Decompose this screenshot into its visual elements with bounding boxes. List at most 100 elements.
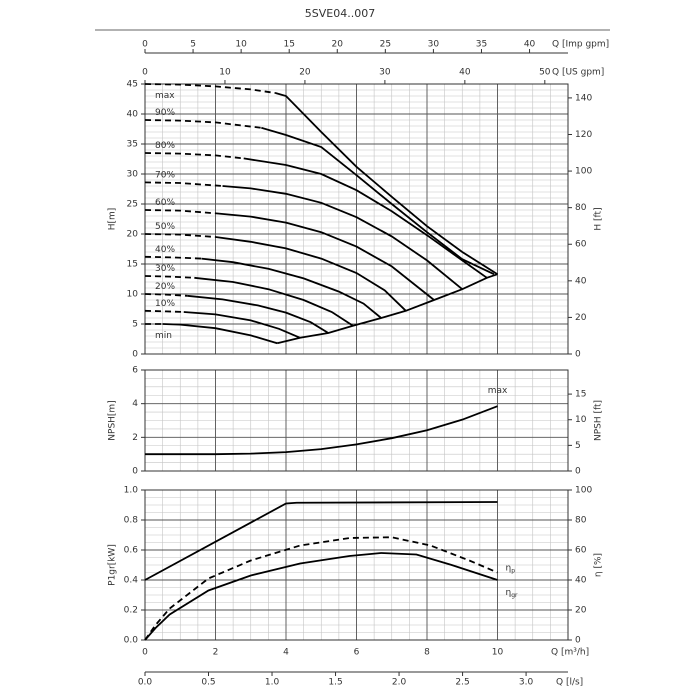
y-tick-label: 5 bbox=[132, 320, 138, 330]
y2-tick-label: 20 bbox=[575, 313, 587, 323]
curve bbox=[187, 294, 329, 334]
curve bbox=[144, 83, 276, 94]
top-axis-tick-label: 50 bbox=[539, 68, 551, 78]
y2-tick-label: 10 bbox=[575, 415, 587, 425]
y-axis-label: P1gr[kW] bbox=[108, 544, 118, 586]
series-label-name: 90% bbox=[155, 108, 175, 118]
bottom-axis-tick-label: 0.5 bbox=[201, 678, 215, 688]
curve bbox=[144, 152, 244, 160]
series-label: 20% bbox=[155, 282, 175, 292]
series-label-subscript: p bbox=[511, 567, 515, 574]
y-tick-label: 0.6 bbox=[124, 546, 139, 556]
y2-tick-label: 80 bbox=[575, 516, 587, 526]
series-label-name: 60% bbox=[155, 198, 175, 208]
series-label-name: η bbox=[506, 563, 512, 573]
series-label: ηp bbox=[506, 563, 516, 574]
x-axis-label: Q [m³/h] bbox=[551, 648, 589, 658]
top-axis-tick-label: 20 bbox=[299, 68, 311, 78]
y2-tick-label: 120 bbox=[575, 130, 592, 140]
series-label: 80% bbox=[155, 141, 175, 151]
y-tick-label: 0.4 bbox=[124, 576, 139, 586]
bottom-axis-tick-label: 2.5 bbox=[455, 678, 469, 688]
plot-frame bbox=[144, 369, 569, 472]
curve bbox=[194, 276, 354, 327]
y-tick-label: 15 bbox=[127, 260, 138, 270]
y2-tick-label: 100 bbox=[575, 486, 592, 496]
series-label-name: 20% bbox=[155, 282, 175, 292]
top-axis-tick-label: 10 bbox=[219, 68, 231, 78]
bottom-axis-label: Q [l/s] bbox=[556, 678, 583, 688]
curve bbox=[162, 323, 278, 345]
top-axis-tick-label: 30 bbox=[428, 40, 440, 50]
x-tick-label: 8 bbox=[424, 648, 430, 658]
y2-axis-label: H [ft] bbox=[594, 207, 604, 230]
series-label-subscript: gr bbox=[511, 592, 518, 599]
curve bbox=[144, 293, 188, 297]
y2-tick-label: 60 bbox=[575, 546, 587, 556]
y2-axis-label: NPSH [ft] bbox=[594, 400, 604, 441]
curve bbox=[275, 92, 498, 275]
top-axis-label: Q [Imp gpm] bbox=[552, 40, 609, 50]
x-tick-label: 4 bbox=[283, 648, 289, 658]
plot-frame bbox=[144, 489, 569, 641]
top-axis-tick-label: 0 bbox=[142, 68, 148, 78]
series-label-name: max bbox=[155, 91, 175, 101]
series-label-name: 70% bbox=[155, 170, 175, 180]
y2-tick-label: 20 bbox=[575, 606, 587, 616]
series-label: min bbox=[155, 331, 172, 341]
curve bbox=[145, 405, 498, 456]
y-tick-label: 40 bbox=[127, 110, 139, 120]
bottom-axis-tick-label: 1.5 bbox=[328, 678, 342, 688]
top-axis-tick-label: 40 bbox=[459, 68, 471, 78]
curve bbox=[218, 212, 435, 301]
series-label-name: max bbox=[488, 386, 508, 396]
bottom-axis-tick-label: 1.0 bbox=[265, 678, 280, 688]
series-label-name: 50% bbox=[155, 222, 175, 232]
series-label: max bbox=[488, 386, 508, 396]
y2-tick-label: 100 bbox=[575, 167, 592, 177]
series-label-name: 40% bbox=[155, 244, 175, 254]
y2-tick-label: 40 bbox=[575, 276, 587, 286]
y-tick-label: 45 bbox=[127, 80, 138, 90]
y-tick-label: 4 bbox=[132, 399, 138, 409]
x-tick-label: 6 bbox=[354, 648, 360, 658]
y-tick-label: 1.0 bbox=[124, 486, 139, 496]
y-axis-label: H[m] bbox=[108, 208, 118, 231]
y-tick-label: 6 bbox=[132, 366, 138, 376]
y-axis-label: NPSH[m] bbox=[108, 400, 118, 440]
curve bbox=[144, 552, 498, 641]
series-label-name: min bbox=[155, 331, 172, 341]
top-axis-tick-label: 15 bbox=[283, 40, 294, 50]
y2-tick-label: 40 bbox=[575, 576, 587, 586]
curve bbox=[144, 119, 262, 129]
curve bbox=[144, 209, 220, 215]
top-axis-label: Q [US gpm] bbox=[552, 68, 604, 78]
y2-tick-label: 80 bbox=[575, 203, 587, 213]
y2-tick-label: 15 bbox=[575, 390, 586, 400]
curve bbox=[144, 181, 223, 187]
top-axis-tick-label: 20 bbox=[332, 40, 344, 50]
y-tick-label: 10 bbox=[127, 290, 139, 300]
x-tick-label: 10 bbox=[492, 648, 504, 658]
y-tick-label: 0.8 bbox=[124, 516, 139, 526]
curve bbox=[144, 501, 498, 581]
top-axis-tick-label: 25 bbox=[380, 40, 391, 50]
plot-frame bbox=[144, 83, 569, 355]
top-axis-tick-label: 30 bbox=[379, 68, 391, 78]
y-tick-label: 0 bbox=[132, 467, 138, 477]
x-tick-label: 0 bbox=[142, 648, 148, 658]
y2-tick-label: 140 bbox=[575, 93, 592, 103]
series-label: 90% bbox=[155, 108, 175, 118]
top-axis-tick-label: 35 bbox=[476, 40, 487, 50]
curve bbox=[215, 236, 407, 312]
y2-axis-label: η [%] bbox=[594, 553, 604, 577]
y-tick-label: 2 bbox=[132, 433, 138, 443]
x-tick-label: 2 bbox=[213, 648, 219, 658]
curve bbox=[261, 126, 495, 276]
series-label: 50% bbox=[155, 222, 175, 232]
bottom-axis-tick-label: 0.0 bbox=[138, 678, 153, 688]
series-label: ηgr bbox=[506, 588, 519, 599]
y-tick-label: 0.2 bbox=[124, 606, 138, 616]
y2-tick-label: 0 bbox=[575, 636, 581, 646]
